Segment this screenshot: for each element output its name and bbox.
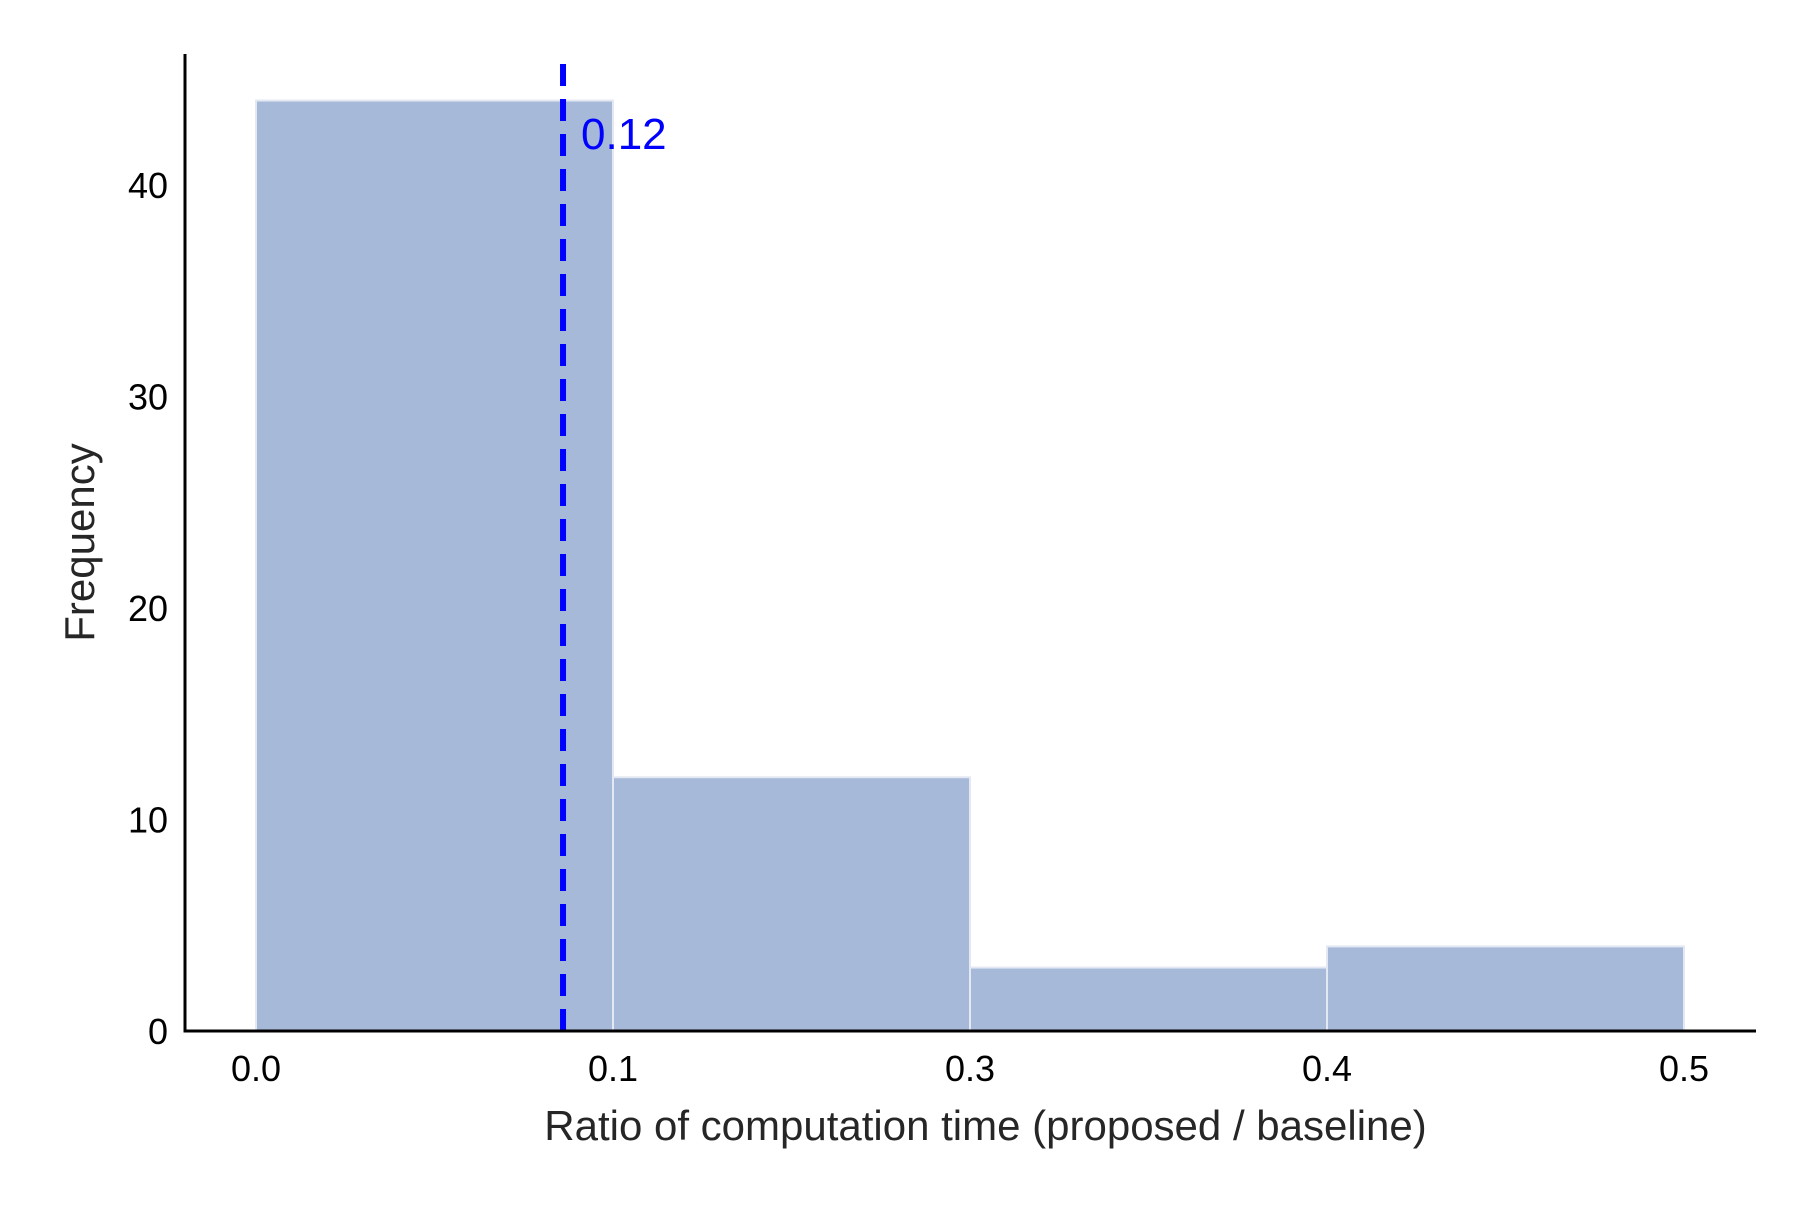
x-tick-label: 0.3 <box>945 1048 995 1089</box>
x-tick-label: 0.5 <box>1659 1048 1709 1089</box>
x-tick-label: 0.1 <box>588 1048 638 1089</box>
histogram-bar-3 <box>1326 945 1685 1032</box>
x-axis-label: Ratio of computation time (proposed / ba… <box>544 1102 1426 1149</box>
histogram-bar-0 <box>255 99 614 1033</box>
y-tick-label: 10 <box>128 800 168 841</box>
histogram-bar-2 <box>969 966 1328 1033</box>
reference-line-label: 0.12 <box>581 110 667 159</box>
y-tick-label: 30 <box>128 377 168 418</box>
y-tick-label: 40 <box>128 165 168 206</box>
histogram-bar-1 <box>612 776 971 1032</box>
y-ticks-group: 0 10 20 30 40 <box>128 165 168 1052</box>
x-tick-label: 0.4 <box>1302 1048 1352 1089</box>
axes-group <box>183 54 1756 1033</box>
y-tick-label: 0 <box>148 1011 168 1052</box>
x-ticks-group: 0.0 0.1 0.3 0.4 0.5 <box>231 1048 1709 1089</box>
reference-line-group: 0.12 <box>560 54 667 1031</box>
bars-group <box>255 99 1685 1033</box>
x-tick-label: 0.0 <box>231 1048 281 1089</box>
y-axis-label: Frequency <box>56 443 103 641</box>
y-tick-label: 20 <box>128 588 168 629</box>
